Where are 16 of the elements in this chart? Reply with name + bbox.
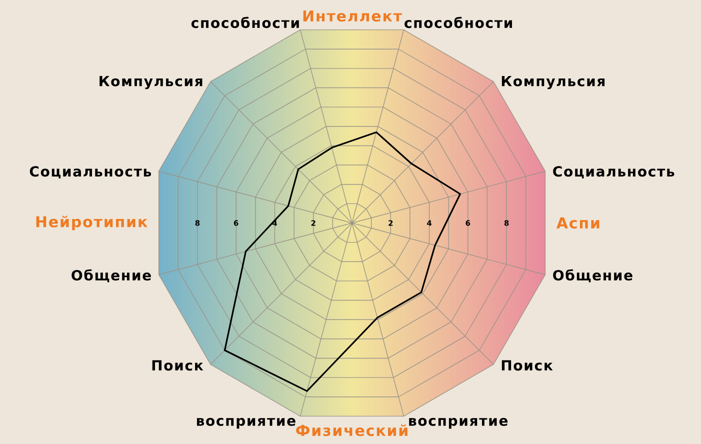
spoke-label: Социальность [30, 166, 151, 178]
spoke-label: Общение [72, 269, 151, 282]
text: Интеллект [303, 10, 402, 22]
spoke-label: способности [191, 16, 299, 28]
spoke-label: способности [404, 16, 512, 28]
spoke-label: Компульсия [502, 76, 605, 90]
spoke-label: восприятие [409, 418, 508, 429]
spoke-label: Социальность [553, 166, 674, 178]
spoke-label: Поиск [502, 360, 553, 371]
spoke-label: Поиск [152, 360, 204, 371]
spoke-label: Общение [553, 269, 632, 282]
text: Физический [296, 424, 408, 436]
text: Нейротипик [36, 216, 148, 230]
spoke-label: Компульсия [100, 76, 202, 90]
spoke-label: восприятие [196, 418, 296, 429]
text: Аспи [556, 217, 600, 229]
